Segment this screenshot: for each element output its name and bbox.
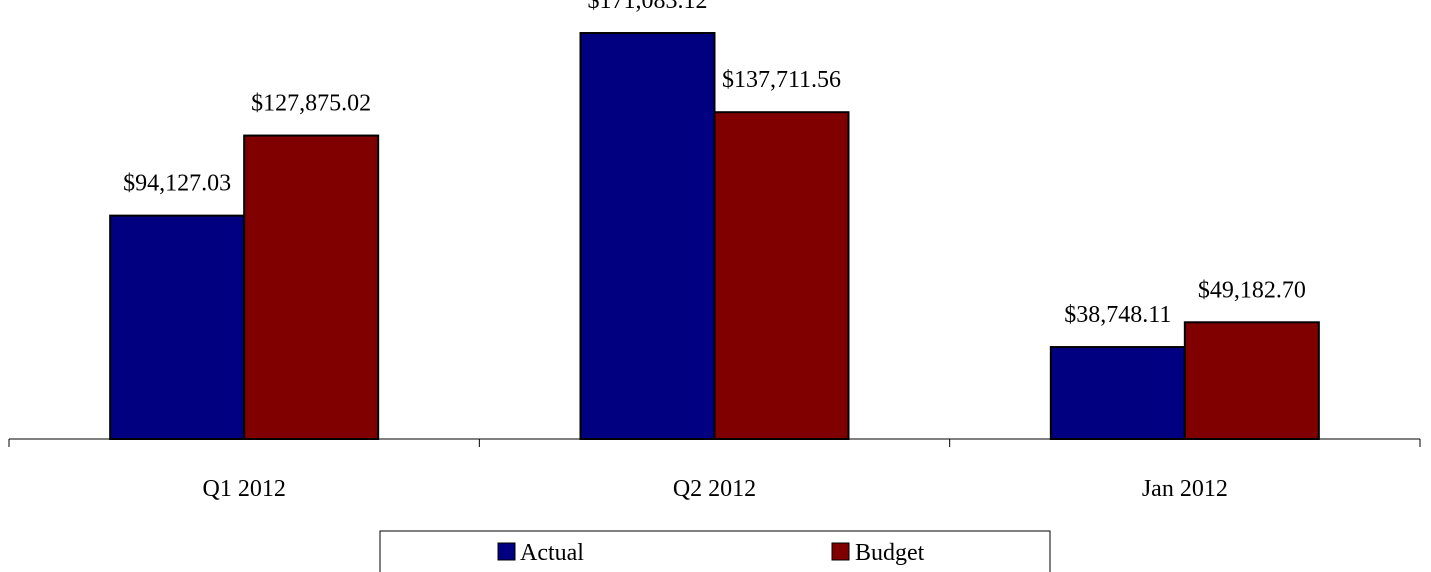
data-label-budget-2: $137,711.56 <box>722 67 841 93</box>
data-label-budget-3: $49,182.70 <box>1198 277 1306 303</box>
bar-budget-1 <box>243 134 380 440</box>
legend-label-actual: Actual <box>520 540 584 566</box>
bar-actual-3 <box>1049 346 1186 441</box>
data-label-actual-3: $38,748.11 <box>1064 302 1171 328</box>
legend-label-budget: Budget <box>855 540 925 566</box>
bar-budget-3 <box>1183 321 1320 440</box>
legend-swatch-budget <box>831 542 850 561</box>
bar-actual-2 <box>579 32 716 440</box>
legend-box <box>379 530 1051 572</box>
bar-budget-2 <box>713 111 850 440</box>
data-label-actual-2: $171,083.12 <box>588 0 708 14</box>
value-labels-group: $94,127.03 $127,875.02 $171,083.12 $137,711… <box>123 0 1306 328</box>
x-tick-label-1: Q1 2012 <box>202 476 285 502</box>
data-label-actual-1: $94,127.03 <box>123 171 231 197</box>
legend-swatch-actual <box>497 542 516 561</box>
x-tick-label-2: Q2 2012 <box>673 476 756 502</box>
legend: Actual Budget <box>379 530 1051 572</box>
bars-group <box>109 32 1320 441</box>
data-label-budget-1: $127,875.02 <box>251 91 371 117</box>
x-tick-label-3: Jan 2012 <box>1142 476 1228 502</box>
bar-actual-1 <box>109 214 246 440</box>
x-tick-labels: Q1 2012 Q2 2012 Jan 2012 <box>202 476 1227 502</box>
x-axis <box>8 438 1421 447</box>
